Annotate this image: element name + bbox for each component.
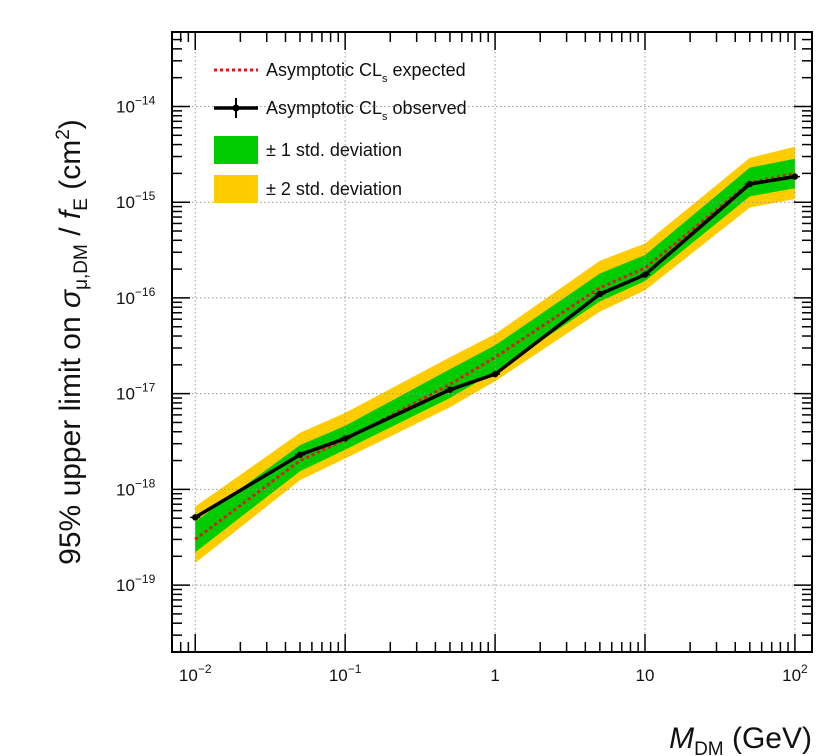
legend-label: ± 2 std. deviation: [266, 179, 402, 199]
y-tick-label: 10−15: [116, 189, 156, 212]
y-tick-label: 10−14: [116, 93, 156, 116]
axis-titles: MDM (GeV) 95% upper limit on σμ,DM / fE (…: [53, 119, 812, 756]
y-axis-title: 95% upper limit on σμ,DM / fE (cm2): [53, 119, 92, 565]
y-tick-label: 10−19: [116, 572, 156, 595]
tick-labels: 10−2 10−1 1 10 102 10−19 10−18 10−17 10−16 10−15 1…: [116, 93, 808, 685]
legend-observed-marker: [232, 104, 240, 112]
legend-band-swatch: [214, 175, 258, 203]
plot-frame: [171, 31, 813, 653]
x-tick-label: 10−1: [329, 662, 362, 685]
grid-lines: [172, 32, 812, 652]
axis-ticks: [171, 31, 812, 653]
x-tick-label: 10−2: [179, 662, 212, 685]
legend: Asymptotic CLs expected Asymptotic CLs ob…: [214, 60, 467, 203]
plot-border: [171, 31, 813, 653]
y-tick-label: 10−17: [116, 381, 156, 404]
legend-band-swatch: [214, 136, 258, 164]
legend-label: Asymptotic CLs observed: [266, 98, 467, 123]
x-axis-title: MDM (GeV): [669, 722, 812, 756]
legend-label: ± 1 std. deviation: [266, 140, 402, 160]
x-tick-label: 1: [490, 666, 499, 685]
y-tick-label: 10−16: [116, 285, 156, 308]
legend-label: Asymptotic CLs expected: [266, 60, 466, 85]
x-tick-label: 102: [782, 662, 808, 685]
y-tick-label: 10−18: [116, 476, 156, 499]
x-tick-label: 10: [636, 666, 655, 685]
data-series: [190, 171, 800, 541]
